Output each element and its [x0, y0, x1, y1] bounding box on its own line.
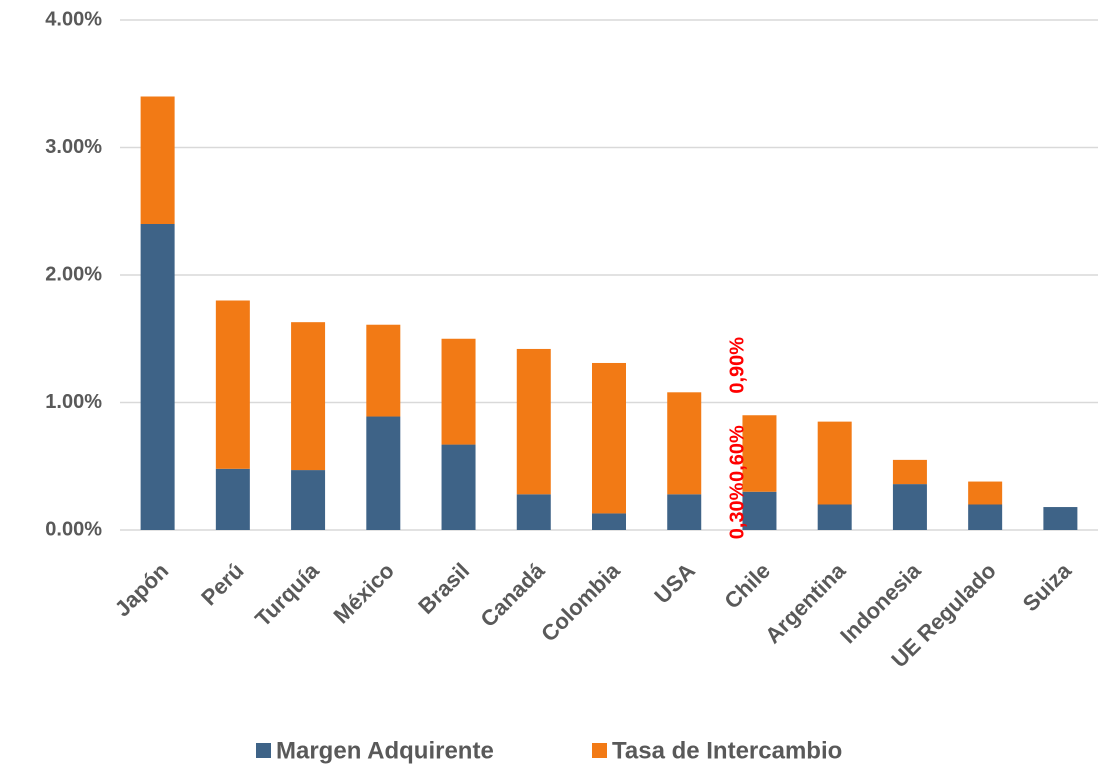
- x-tick-label: Brasil: [413, 558, 474, 619]
- x-tick-label: Chile: [719, 558, 775, 614]
- y-tick-label: 1.00%: [45, 391, 102, 413]
- y-tick-label: 2.00%: [45, 263, 102, 285]
- x-tick-label: USA: [649, 558, 700, 609]
- legend-label: Margen Adquirente: [276, 737, 494, 764]
- total-label: 0,90%: [727, 337, 749, 394]
- x-tick-label: Argentina: [760, 557, 851, 648]
- y-tick-label: 4.00%: [45, 8, 102, 30]
- bar-segment: [441, 444, 476, 530]
- bar-segment: [140, 96, 175, 224]
- bar-segment: [366, 324, 401, 417]
- bar-segment: [667, 392, 702, 495]
- bar-segment: [291, 322, 326, 471]
- x-tick-label: México: [329, 558, 399, 628]
- bar-segment: [1043, 507, 1078, 530]
- bar-segment: [817, 504, 852, 530]
- bar-segment: [291, 470, 326, 530]
- y-tick-label: 0.00%: [45, 518, 102, 540]
- data-label: 0,30%: [727, 482, 749, 539]
- x-tick-label: Turquía: [250, 557, 324, 631]
- x-tick-label: Canadá: [476, 557, 550, 631]
- bar-segment: [592, 513, 626, 530]
- x-tick-label: Japón: [110, 558, 173, 621]
- bar-segment: [215, 468, 250, 530]
- bar-segment: [742, 415, 777, 492]
- x-tick-label: Colombia: [536, 557, 625, 646]
- bar-segment: [516, 494, 551, 530]
- legend-label: Tasa de Intercambio: [612, 737, 842, 764]
- bar-segment: [968, 481, 1003, 505]
- x-tick-label: Suiza: [1018, 557, 1077, 616]
- bar-segment: [140, 224, 175, 530]
- legend-swatch: [592, 743, 607, 758]
- bar-segment: [592, 362, 626, 514]
- legend-swatch: [256, 743, 271, 758]
- bar-segment: [215, 300, 250, 469]
- bar-segment: [968, 504, 1003, 530]
- bar-segment: [892, 459, 927, 485]
- data-label: 0,60%: [727, 425, 749, 482]
- bar-segment: [817, 421, 852, 505]
- bar-segment: [366, 416, 401, 530]
- bar-segment: [441, 338, 476, 445]
- bar-segment: [742, 491, 777, 530]
- x-tick-label: Perú: [196, 558, 248, 610]
- y-tick-label: 3.00%: [45, 136, 102, 158]
- bar-segment: [667, 494, 702, 530]
- bar-segment: [892, 484, 927, 530]
- bar-segment: [516, 348, 551, 495]
